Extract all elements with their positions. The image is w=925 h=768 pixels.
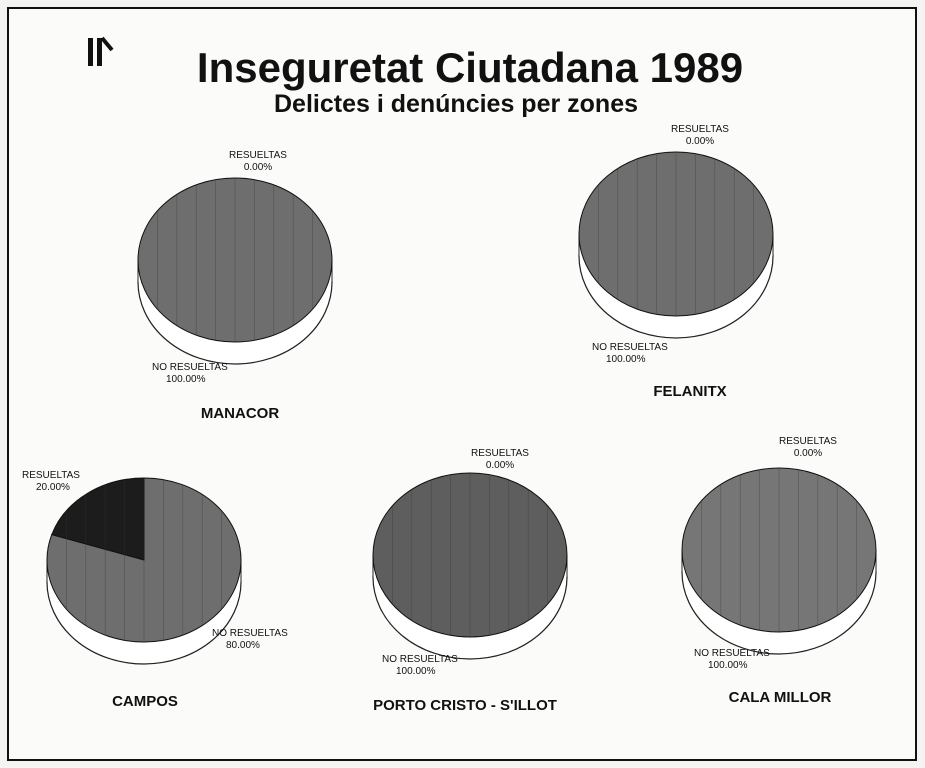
slice-label: NO RESUELTAS [592, 342, 668, 353]
slice-label: RESUELTAS [671, 124, 729, 135]
zone-title: CALA MILLOR [729, 689, 832, 706]
logo [88, 36, 114, 66]
slice-value-label: 20.00% [36, 482, 70, 493]
slice-value-label: 0.00% [686, 136, 714, 147]
slice-label: RESUELTAS [229, 150, 287, 161]
slice-label: NO RESUELTAS [212, 628, 288, 639]
slice-value-label: 100.00% [708, 660, 748, 671]
title: Inseguretat Ciutadana 1989 [197, 44, 743, 91]
zone-title: FELANITX [653, 383, 726, 400]
pie-slice [51, 477, 145, 561]
slice-label: NO RESUELTAS [382, 654, 458, 665]
slice-value-label: 100.00% [606, 354, 646, 365]
subtitle: Delictes i denúncies per zones [274, 90, 638, 118]
slice-label: RESUELTAS [471, 448, 529, 459]
zone-title: PORTO CRISTO - S'ILLOT [373, 697, 557, 714]
slice-label: RESUELTAS [22, 470, 80, 481]
zone-title: MANACOR [201, 405, 279, 422]
slice-value-label: 0.00% [486, 460, 514, 471]
slice-label: RESUELTAS [779, 436, 837, 447]
slice-value-label: 80.00% [226, 640, 260, 651]
zone-title: CAMPOS [112, 693, 178, 710]
slice-label: NO RESUELTAS [152, 362, 228, 373]
slice-value-label: 0.00% [244, 162, 272, 173]
slice-value-label: 100.00% [166, 374, 206, 385]
slice-label: NO RESUELTAS [694, 648, 770, 659]
slice-value-label: 100.00% [396, 666, 436, 677]
slice-value-label: 0.00% [794, 448, 822, 459]
